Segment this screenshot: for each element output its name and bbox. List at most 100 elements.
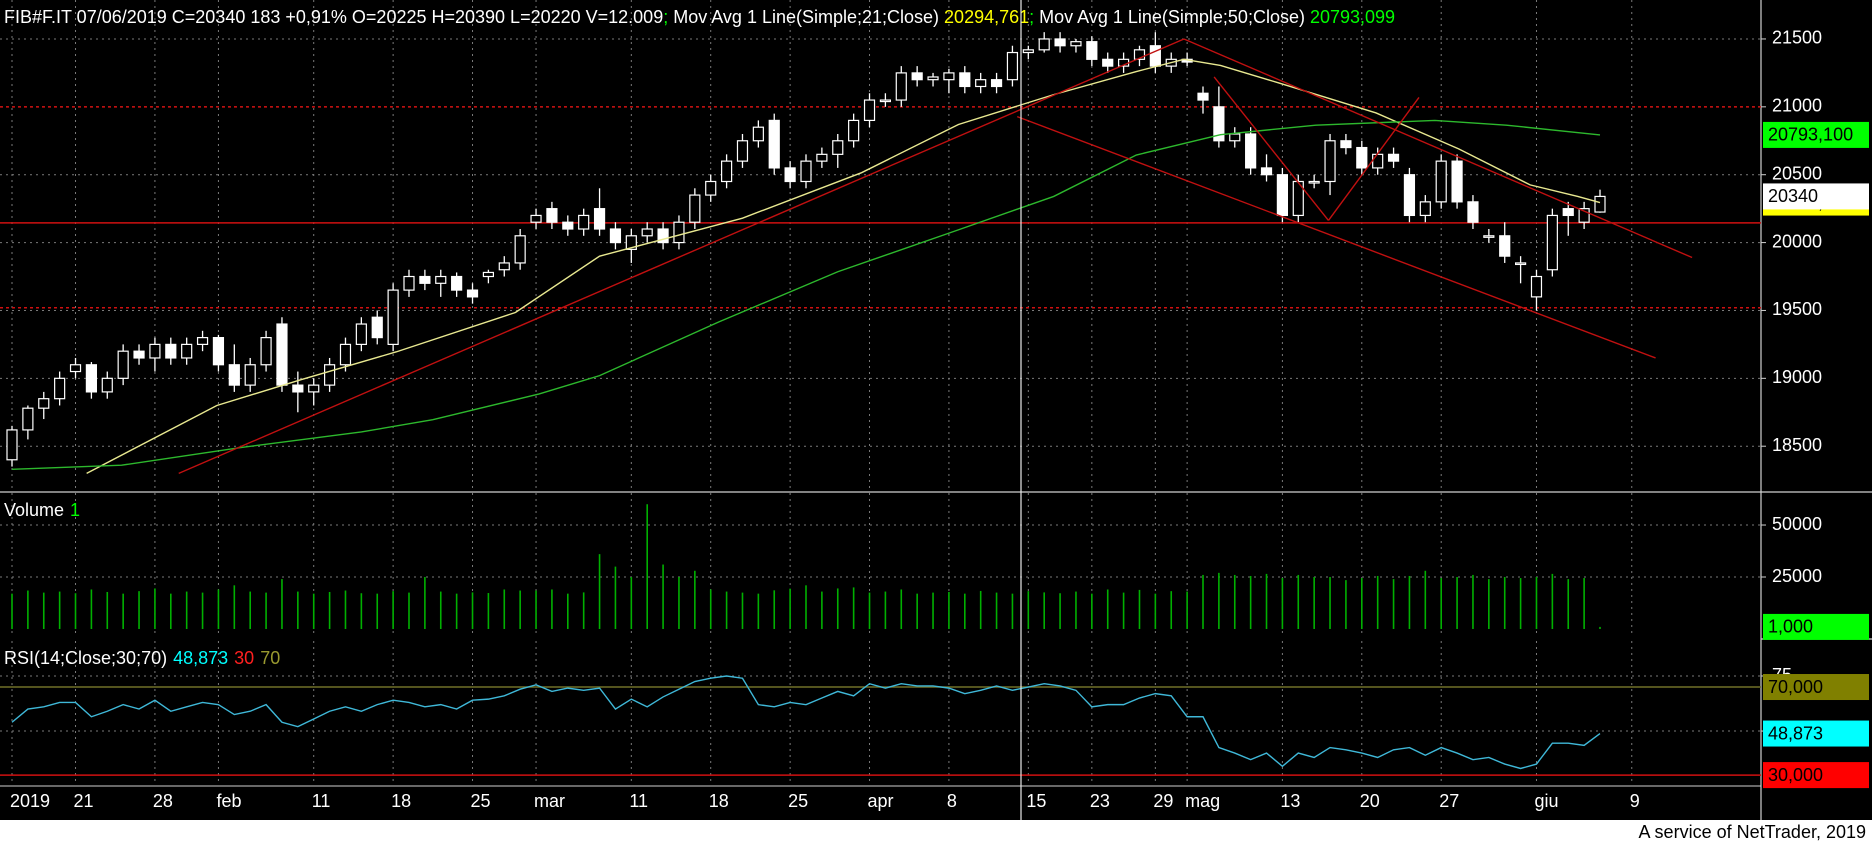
candle-body bbox=[308, 384, 320, 393]
title-segment: Mov Avg 1 Line(Simple;21;Close) bbox=[668, 7, 944, 27]
volume-bar bbox=[1567, 579, 1570, 629]
candle-body bbox=[324, 364, 336, 386]
value-box-label: 1,000 bbox=[1768, 617, 1813, 637]
candle-body bbox=[609, 228, 622, 244]
candle-body bbox=[1054, 38, 1066, 47]
volume-bar bbox=[646, 504, 648, 629]
candle-body bbox=[1514, 262, 1527, 266]
volume-bar bbox=[74, 593, 77, 629]
candle-body bbox=[1578, 208, 1590, 223]
volume-bar bbox=[1233, 574, 1236, 629]
x-tick-label: mar bbox=[534, 791, 565, 811]
value-box-label: 48,873 bbox=[1768, 723, 1823, 743]
candle-body bbox=[863, 99, 876, 122]
candle-body bbox=[705, 180, 717, 196]
volume-bar bbox=[725, 591, 728, 629]
candle-body bbox=[1419, 201, 1431, 217]
candle-body bbox=[895, 72, 907, 101]
volume-bar bbox=[916, 593, 918, 629]
volume-bar bbox=[519, 590, 521, 629]
volume-bar bbox=[1170, 591, 1173, 629]
volume-bar bbox=[1281, 578, 1284, 629]
volume-bar bbox=[1297, 574, 1300, 629]
volume-bar bbox=[694, 570, 696, 629]
candle-body bbox=[276, 323, 288, 386]
panel-title: FIB#F.IT 07/06/2019 C=20340 183 +0,91% O… bbox=[4, 7, 1395, 27]
candle-body bbox=[593, 208, 606, 230]
candle-body bbox=[6, 429, 18, 461]
volume-bar bbox=[328, 591, 331, 629]
candle-body bbox=[339, 343, 352, 366]
volume-bar bbox=[360, 593, 363, 629]
volume-bar bbox=[757, 593, 760, 629]
candle-body bbox=[975, 79, 987, 88]
volume-bar bbox=[1472, 574, 1474, 629]
candle-body bbox=[657, 228, 669, 244]
volume-bar bbox=[42, 592, 45, 629]
volume-bar bbox=[1408, 575, 1411, 629]
candle-body bbox=[784, 167, 796, 183]
title-segment: ; bbox=[1029, 7, 1034, 27]
x-tick-label: 25 bbox=[471, 791, 491, 811]
volume-bar bbox=[138, 591, 140, 629]
volume-bar bbox=[1011, 593, 1014, 629]
volume-bar bbox=[1154, 593, 1157, 629]
candle-body bbox=[292, 384, 304, 393]
panel-title: RSI(14;Close;30;70) 48,873 30 70 bbox=[4, 648, 280, 668]
x-tick-label: 15 bbox=[1026, 791, 1046, 811]
candle-body bbox=[546, 208, 558, 223]
x-tick-label: apr bbox=[868, 791, 894, 811]
volume-bar bbox=[678, 577, 680, 629]
volume-bar bbox=[1392, 579, 1395, 629]
volume-bar bbox=[662, 564, 664, 629]
volume-bar bbox=[122, 593, 124, 629]
title-segment: 70 bbox=[260, 648, 280, 668]
candle-body bbox=[387, 289, 399, 345]
candle-body bbox=[816, 153, 828, 162]
candle-body bbox=[800, 160, 812, 183]
candle-body bbox=[1229, 133, 1241, 142]
volume-bar bbox=[1313, 577, 1315, 629]
volume-bar bbox=[27, 590, 29, 629]
candle-body bbox=[1483, 235, 1495, 238]
candle-body bbox=[1308, 180, 1320, 184]
candle-body bbox=[927, 76, 939, 81]
y-tick-label: 20000 bbox=[1772, 231, 1822, 251]
volume-bar bbox=[598, 554, 601, 629]
volume-bar bbox=[392, 591, 394, 629]
footer-text: A service of NetTrader, 2019 bbox=[1639, 822, 1866, 842]
candle-body bbox=[1213, 106, 1225, 142]
title-segment: 20294,761 bbox=[944, 7, 1029, 27]
candle-body bbox=[832, 140, 844, 155]
title-segment: ; bbox=[663, 7, 668, 27]
volume-bar bbox=[805, 585, 807, 629]
volume-bar bbox=[439, 591, 442, 629]
title-segment: Mov Avg 1 Line(Simple;50;Close) bbox=[1034, 7, 1310, 27]
volume-bar bbox=[249, 591, 251, 629]
volume-bar bbox=[424, 577, 426, 629]
volume-bar bbox=[281, 579, 283, 629]
x-tick-label: 18 bbox=[709, 791, 729, 811]
volume-bar bbox=[1440, 578, 1442, 629]
candle-body bbox=[1022, 49, 1034, 54]
volume-bar bbox=[614, 566, 617, 629]
volume-bar bbox=[1376, 575, 1379, 629]
volume-bar bbox=[964, 593, 966, 629]
candle-body bbox=[689, 194, 701, 223]
volume-bar bbox=[1059, 593, 1061, 629]
candle-body bbox=[435, 275, 447, 284]
candle-body bbox=[1530, 275, 1543, 298]
volume-bar bbox=[1218, 572, 1220, 629]
candle-body bbox=[403, 275, 415, 291]
x-tick-label: 9 bbox=[1630, 791, 1640, 811]
value-box bbox=[1763, 674, 1869, 701]
volume-bar bbox=[535, 590, 537, 629]
x-tick-label: 25 bbox=[788, 791, 808, 811]
volume-bar bbox=[1075, 591, 1077, 629]
candle-body bbox=[768, 119, 780, 169]
panel-title: Volume 1 bbox=[4, 500, 80, 520]
candle-body bbox=[196, 337, 209, 345]
x-tick-label: mag bbox=[1185, 791, 1220, 811]
